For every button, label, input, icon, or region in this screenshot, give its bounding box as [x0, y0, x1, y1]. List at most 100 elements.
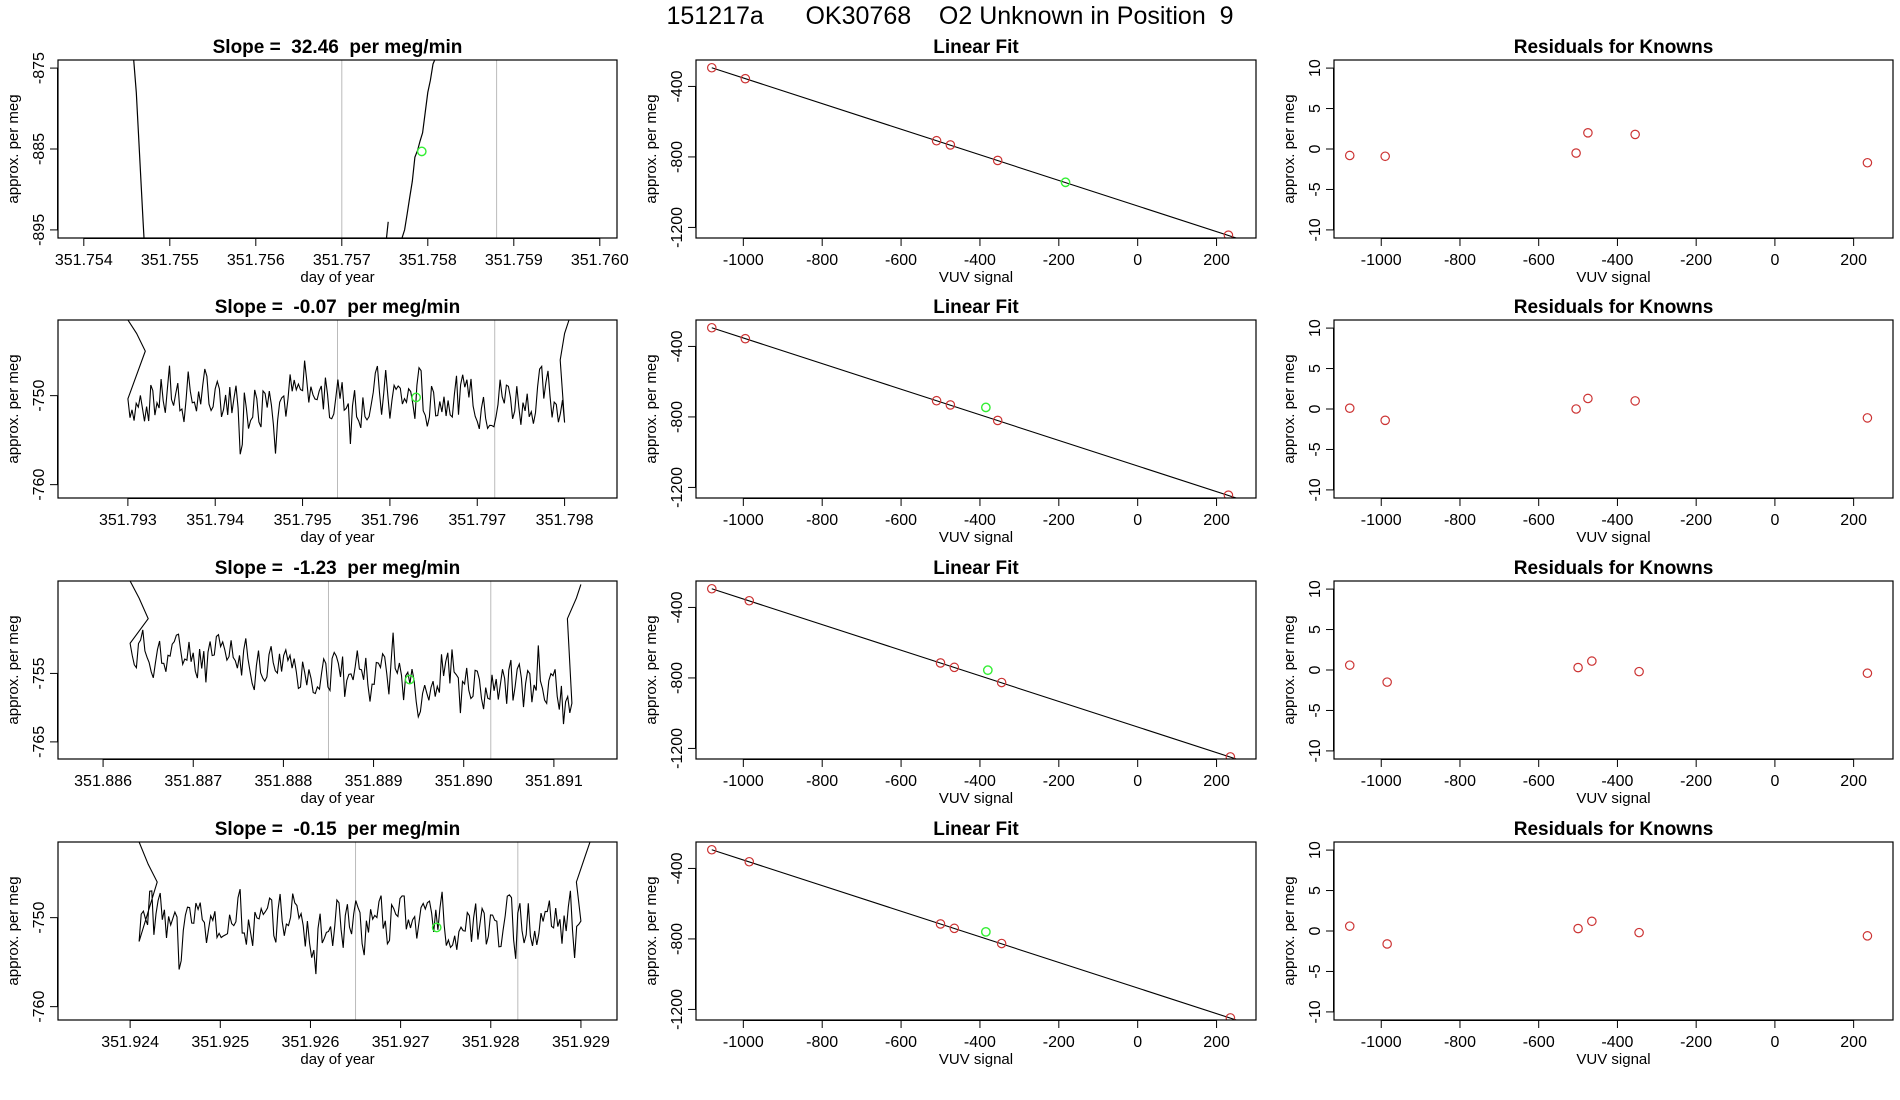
panel-title: Slope = 32.46 per meg/min [213, 37, 463, 58]
panel-title: Linear Fit [933, 297, 1019, 318]
data-point [1223, 490, 1234, 498]
x-tick-label: 200 [1203, 1034, 1230, 1051]
data-point [931, 135, 942, 146]
data-point [1344, 921, 1355, 931]
residuals-1-frame [1333, 319, 1894, 499]
data-point [949, 923, 960, 934]
unknown-point [980, 402, 991, 413]
x-axis-label: day of year [300, 529, 374, 546]
data-point [1587, 916, 1597, 927]
timeseries-0-frame [57, 59, 618, 239]
y-tick-label: -885 [31, 133, 48, 165]
data-point [1571, 404, 1581, 414]
x-tick-label: -400 [964, 252, 996, 269]
panel-title: Slope = -1.23 per meg/min [215, 558, 461, 579]
x-tick-label: -1000 [1361, 512, 1402, 529]
y-tick-label: -765 [31, 726, 48, 758]
data-point [1382, 677, 1392, 687]
x-tick-label: -200 [1043, 773, 1075, 790]
data-point [1382, 939, 1392, 949]
data-point [706, 583, 717, 594]
x-tick-label: 200 [1840, 252, 1867, 269]
residuals-2-marks [1344, 656, 1873, 687]
x-tick-label: -600 [1523, 773, 1555, 790]
y-tick-label: 10 [1307, 319, 1324, 337]
panel-title: Linear Fit [933, 819, 1019, 840]
x-tick-label: -1000 [1361, 1034, 1402, 1051]
data-point [1380, 151, 1390, 162]
x-tick-label: -800 [806, 252, 838, 269]
data-point [1583, 128, 1593, 138]
y-axis-label: approx. per meg [643, 354, 660, 463]
x-tick-label: 200 [1840, 773, 1867, 790]
figure-title: 151217a OK30768 O2 Unknown in Position 9 [666, 2, 1234, 30]
x-tick-label: -800 [1444, 1034, 1476, 1051]
x-axis-label: VUV signal [939, 1051, 1013, 1068]
x-tick-label: 351.796 [361, 512, 419, 529]
residuals-2-frame [1333, 580, 1894, 760]
y-tick-label: -400 [669, 852, 686, 884]
y-tick-label: -875 [31, 52, 48, 84]
fit-line [711, 327, 1238, 498]
y-tick-label: -400 [669, 70, 686, 102]
residuals-1-marks [1344, 393, 1873, 426]
y-axis-label: approx. per meg [5, 615, 22, 724]
data-point [1630, 129, 1640, 140]
x-tick-label: -1000 [1361, 252, 1402, 269]
residuals-3-marks [1344, 916, 1873, 949]
x-tick-label: -800 [806, 1034, 838, 1051]
data-point [1344, 403, 1355, 413]
x-tick-label: -1000 [1361, 773, 1402, 790]
y-tick-label: 0 [1307, 926, 1324, 935]
y-tick-label: -800 [669, 401, 686, 433]
x-tick-label: 0 [1133, 1034, 1142, 1051]
unknown-point [404, 674, 415, 685]
panel-title: Residuals for Knowns [1514, 819, 1714, 840]
y-tick-label: 5 [1307, 364, 1324, 373]
x-tick-label: 351.754 [55, 252, 113, 269]
x-tick-label: 0 [1770, 773, 1779, 790]
y-tick-label: -5 [1307, 964, 1324, 978]
residuals-3-frame [1333, 841, 1894, 1021]
x-tick-label: -400 [1601, 512, 1633, 529]
y-tick-label: -10 [1307, 739, 1324, 762]
y-tick-label: -1200 [669, 207, 686, 248]
data-point [945, 400, 956, 410]
x-tick-label: 351.924 [101, 1034, 159, 1051]
timeseries-0-marks [133, 60, 498, 238]
data-point [1862, 931, 1873, 941]
x-tick-label: 351.798 [536, 512, 594, 529]
unknown-point [431, 922, 442, 933]
data-point [1573, 662, 1583, 673]
y-tick-label: -400 [669, 330, 686, 362]
data-point [992, 155, 1003, 166]
data-point [945, 140, 956, 150]
x-tick-label: 351.886 [74, 773, 132, 790]
x-tick-label: 0 [1133, 512, 1142, 529]
data-point [1587, 656, 1597, 666]
x-tick-label: -400 [964, 512, 996, 529]
y-tick-label: -750 [31, 380, 48, 412]
x-tick-label: 0 [1770, 512, 1779, 529]
data-point [1571, 148, 1581, 158]
fit-2-frame [695, 580, 1257, 760]
x-tick-label: -600 [885, 512, 917, 529]
x-tick-label: 0 [1770, 1034, 1779, 1051]
fit-1-marks [706, 322, 1238, 498]
x-tick-label: -600 [1523, 252, 1555, 269]
data-point [744, 856, 755, 867]
data-point [706, 322, 717, 333]
y-tick-label: 5 [1307, 104, 1324, 113]
data-point [996, 938, 1007, 949]
y-tick-label: 5 [1307, 625, 1324, 634]
panel-title: Linear Fit [933, 37, 1019, 58]
data-point [1862, 413, 1873, 423]
x-tick-label: 0 [1770, 252, 1779, 269]
x-tick-label: 351.888 [254, 773, 312, 790]
x-tick-label: -200 [1680, 1034, 1712, 1051]
x-axis-label: VUV signal [939, 790, 1013, 807]
y-tick-label: -755 [31, 657, 48, 689]
x-tick-label: -800 [806, 512, 838, 529]
data-point [1583, 393, 1593, 404]
x-tick-label: -200 [1680, 773, 1712, 790]
